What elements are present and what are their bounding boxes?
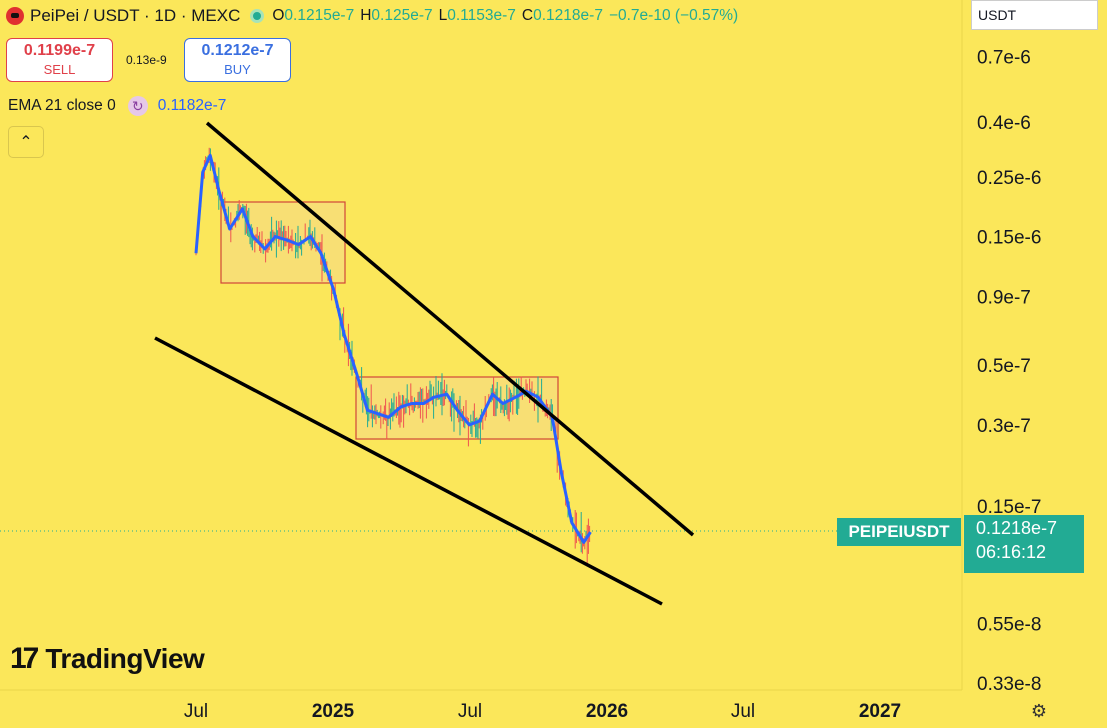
buy-button[interactable]: 0.1212e-7 BUY <box>184 38 291 82</box>
price-tick-label: 0.25e-6 <box>977 168 1041 189</box>
upper-trendline[interactable] <box>205 121 695 537</box>
time-tick-label: Jul <box>458 701 482 722</box>
tradingview-logo[interactable]: 17 TradingView <box>10 642 205 676</box>
ema-legend[interactable]: EMA 21 close 0 ↻ 0.1182e-7 <box>8 96 226 116</box>
buy-price: 0.1212e-7 <box>201 42 274 59</box>
price-tick-label: 0.5e-7 <box>977 356 1031 377</box>
price-tick-label: 0.9e-7 <box>977 287 1031 308</box>
ohlc-high: H0.125e-7 <box>360 7 433 24</box>
symbol-badge: PEIPEIUSDT <box>837 518 961 546</box>
price-axis[interactable]: 0.7e-6 0.4e-6 0.25e-6 0.15e-6 0.9e-7 0.5e-7 0.… <box>977 47 1041 695</box>
price-tick-label: 0.3e-7 <box>977 416 1031 437</box>
price-tick-label: 0.15e-6 <box>977 228 1041 249</box>
time-tick-label: Jul <box>731 701 755 722</box>
price-tick-label: 0.4e-6 <box>977 113 1031 134</box>
tradingview-wordmark: TradingView <box>45 643 205 674</box>
price-tick-label: 0.7e-6 <box>977 47 1031 68</box>
spread-value: 0.13e-9 <box>126 53 167 67</box>
sell-price: 0.1199e-7 <box>23 42 96 59</box>
buy-label: BUY <box>224 62 251 77</box>
price-tick-label: 0.15e-7 <box>977 497 1041 518</box>
ema-value: 0.1182e-7 <box>157 97 227 114</box>
gear-icon[interactable]: ⚙ <box>1030 700 1048 721</box>
tradingview-mark-icon: 17 <box>10 642 39 675</box>
price-tick-label: 0.55e-8 <box>977 614 1041 635</box>
ohlc-close: C0.1218e-7 <box>521 7 603 24</box>
symbol-header: PeiPei / USDT · 1D · MEXC O0.1215e-7 H0.… <box>6 4 738 28</box>
lower-trendline[interactable] <box>154 336 663 606</box>
ohlc-low: L0.1153e-7 <box>438 7 516 24</box>
symbol-title[interactable]: PeiPei / USDT · 1D · MEXC <box>30 6 241 25</box>
currency-label: USDT <box>978 7 1017 23</box>
sell-button[interactable]: 0.1199e-7 SELL <box>6 38 113 82</box>
sell-label: SELL <box>43 62 76 77</box>
ohlc-open: O0.1215e-7 <box>272 7 355 24</box>
ema-label: EMA 21 close 0 <box>8 97 116 114</box>
bar-countdown: 06:16:12 <box>976 542 1047 562</box>
ema-line <box>194 153 592 544</box>
currency-selector[interactable]: USDT <box>971 0 1098 30</box>
price-tick-label: 0.33e-8 <box>977 674 1041 695</box>
time-tick-label: 2025 <box>312 701 355 722</box>
time-tick-label: 2026 <box>586 701 628 722</box>
price-change: −0.7e-10 (−0.57%) <box>608 7 739 24</box>
time-tick-label: Jul <box>184 701 208 722</box>
peipei-logo-icon <box>6 7 24 25</box>
last-price-badge: 0.1218e-7 06:16:12 <box>964 515 1084 573</box>
market-status-icon <box>250 9 265 23</box>
time-tick-label: 2027 <box>859 701 901 722</box>
loading-icon: ↻ <box>127 96 148 116</box>
time-axis[interactable]: Jul 2025 Jul 2026 Jul 2027 <box>184 701 901 722</box>
last-price: 0.1218e-7 <box>976 518 1058 538</box>
collapse-legend-button[interactable]: ⌃ <box>8 126 44 158</box>
chevron-up-icon: ⌃ <box>19 134 33 151</box>
